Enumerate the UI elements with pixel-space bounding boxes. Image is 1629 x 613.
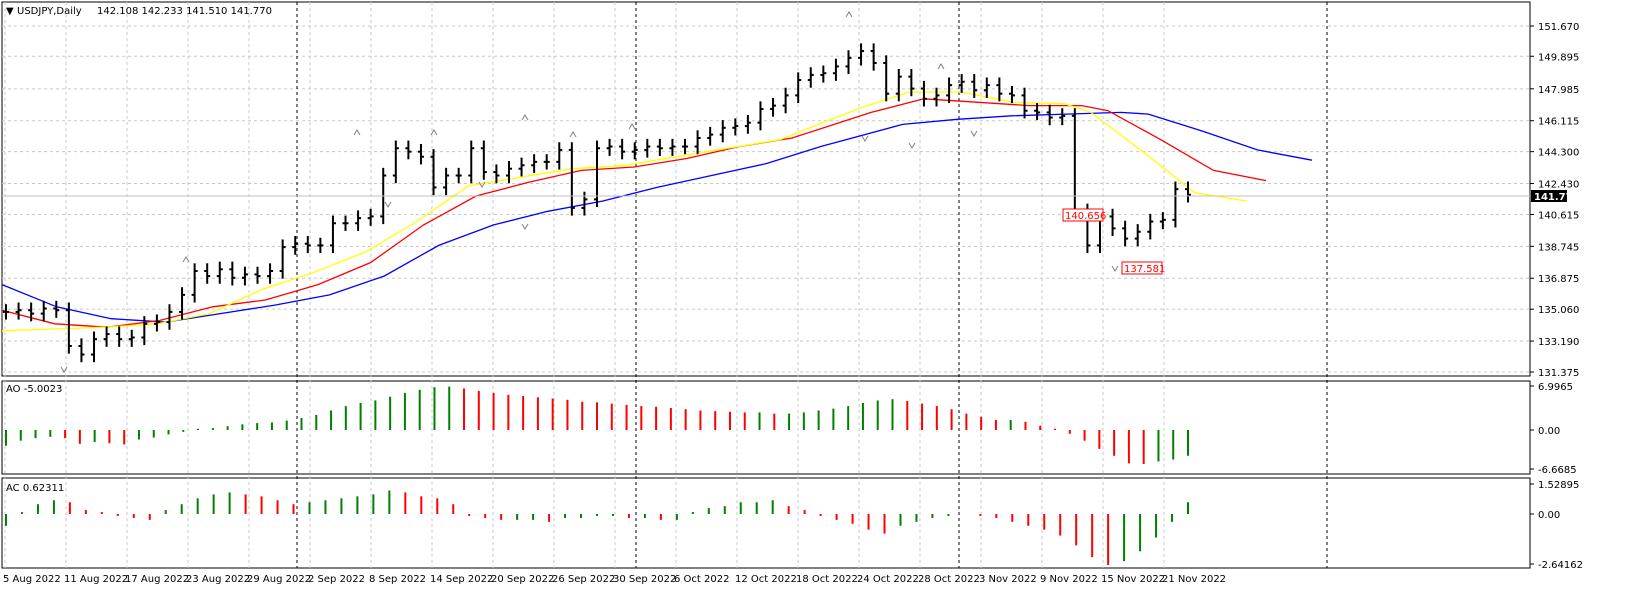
indicator-tick-label: 0.00 — [1538, 510, 1560, 521]
fractal-arrow — [569, 131, 577, 138]
date-tick-label: 18 Oct 2022 — [796, 574, 858, 585]
svg-text:140.656: 140.656 — [1065, 211, 1106, 222]
grid — [2, 2, 1530, 568]
fractal-arrow — [861, 135, 869, 142]
date-tick-label: 26 Sep 2022 — [552, 574, 615, 585]
ao-title: AO -5.0023 — [6, 384, 62, 395]
svg-text:137.581: 137.581 — [1124, 264, 1165, 275]
fractal-arrow — [1111, 265, 1119, 272]
chart-menu-icon[interactable]: ▼ — [6, 6, 14, 17]
date-tick-label: 20 Sep 2022 — [491, 574, 554, 585]
fractal-arrow — [970, 130, 978, 137]
price-axis: 151.670 149.895 147.985 146.115 144.300 142.4… — [1530, 22, 1579, 379]
date-tick-label: 5 Aug 2022 — [3, 574, 61, 585]
price-tick-label: 144.300 — [1538, 148, 1579, 159]
fractal-arrow — [937, 63, 945, 70]
date-tick-label: 30 Sep 2022 — [613, 574, 676, 585]
date-tick-label: 29 Aug 2022 — [247, 574, 311, 585]
date-tick-label: 8 Sep 2022 — [369, 574, 426, 585]
date-tick-label: 11 Aug 2022 — [64, 574, 128, 585]
ac-histogram — [5, 490, 1189, 566]
price-tick-label: 147.985 — [1538, 85, 1579, 96]
ma-blue-line — [1, 111, 1313, 323]
date-tick-label: 17 Aug 2022 — [125, 574, 189, 585]
ao-pane[interactable] — [1, 380, 1531, 475]
price-tick-label: 149.895 — [1538, 52, 1579, 63]
price-tick-label: 136.875 — [1538, 274, 1579, 285]
fractal-arrow — [60, 366, 68, 373]
fractal-arrow — [521, 223, 529, 230]
fractal-arrow — [628, 123, 636, 130]
fractal-arrow — [478, 181, 486, 188]
date-tick-label: 28 Oct 2022 — [918, 574, 980, 585]
fractal-arrow — [845, 11, 853, 18]
date-tick-label: 12 Oct 2022 — [735, 574, 797, 585]
moving-averages — [1, 91, 1313, 332]
price-pane[interactable] — [1, 1, 1531, 377]
annotation-low: 137.581 — [1121, 261, 1165, 275]
indicator-tick-label: 1.52895 — [1538, 480, 1579, 491]
price-tick-label: 133.190 — [1538, 337, 1579, 348]
ohlc-bars — [3, 43, 1191, 363]
price-tick-label: 135.060 — [1538, 305, 1579, 316]
date-tick-label: 3 Nov 2022 — [979, 574, 1037, 585]
current-price-tag: 141.770 — [2, 190, 1580, 203]
ao-axis: 6.9965 0.00 -6.6685 — [1530, 382, 1577, 476]
annotation-high: 140.656 — [1062, 208, 1106, 222]
fractal-arrow — [353, 129, 361, 136]
date-tick-label: 2 Sep 2022 — [308, 574, 365, 585]
price-tick-label: 138.745 — [1538, 242, 1579, 253]
chart-symbol-title: USDJPY,Daily — [17, 6, 82, 17]
indicator-tick-label: -6.6685 — [1538, 465, 1577, 476]
ma-yellow-line — [1, 91, 1247, 332]
indicator-tick-label: 0.00 — [1538, 426, 1560, 437]
fractal-markers — [60, 11, 1119, 373]
date-tick-label: 14 Sep 2022 — [430, 574, 493, 585]
indicator-tick-label: 6.9965 — [1538, 382, 1573, 393]
fractal-arrow — [908, 142, 916, 149]
ma-red-line — [1, 98, 1267, 328]
price-tick-label: 151.670 — [1538, 22, 1579, 33]
date-tick-label: 9 Nov 2022 — [1040, 574, 1098, 585]
price-tick-label: 131.375 — [1538, 368, 1579, 379]
fractal-arrow — [521, 114, 529, 121]
indicator-tick-label: -2.64162 — [1538, 560, 1583, 571]
date-tick-label: 23 Aug 2022 — [186, 574, 250, 585]
price-tick-label: 140.615 — [1538, 210, 1579, 221]
svg-text:141.770: 141.770 — [1534, 192, 1580, 203]
date-tick-label: 15 Nov 2022 — [1101, 574, 1165, 585]
ac-title: AC 0.62311 — [6, 483, 64, 494]
fractal-arrow — [384, 201, 392, 208]
chart-ohlc-header: 142.108 142.233 141.510 141.770 — [97, 6, 272, 17]
fractal-arrow — [182, 256, 190, 263]
ac-axis: 1.52895 0.00 -2.64162 — [1530, 480, 1583, 571]
price-tick-label: 142.430 — [1538, 180, 1579, 191]
date-tick-label: 6 Oct 2022 — [674, 574, 729, 585]
ao-histogram — [5, 386, 1189, 464]
date-tick-label: 21 Nov 2022 — [1162, 574, 1226, 585]
fractal-arrow — [430, 129, 438, 136]
ac-pane[interactable] — [1, 477, 1531, 569]
price-tick-label: 146.115 — [1538, 117, 1579, 128]
date-tick-label: 24 Oct 2022 — [857, 574, 919, 585]
period-separators — [296, 2, 1328, 568]
